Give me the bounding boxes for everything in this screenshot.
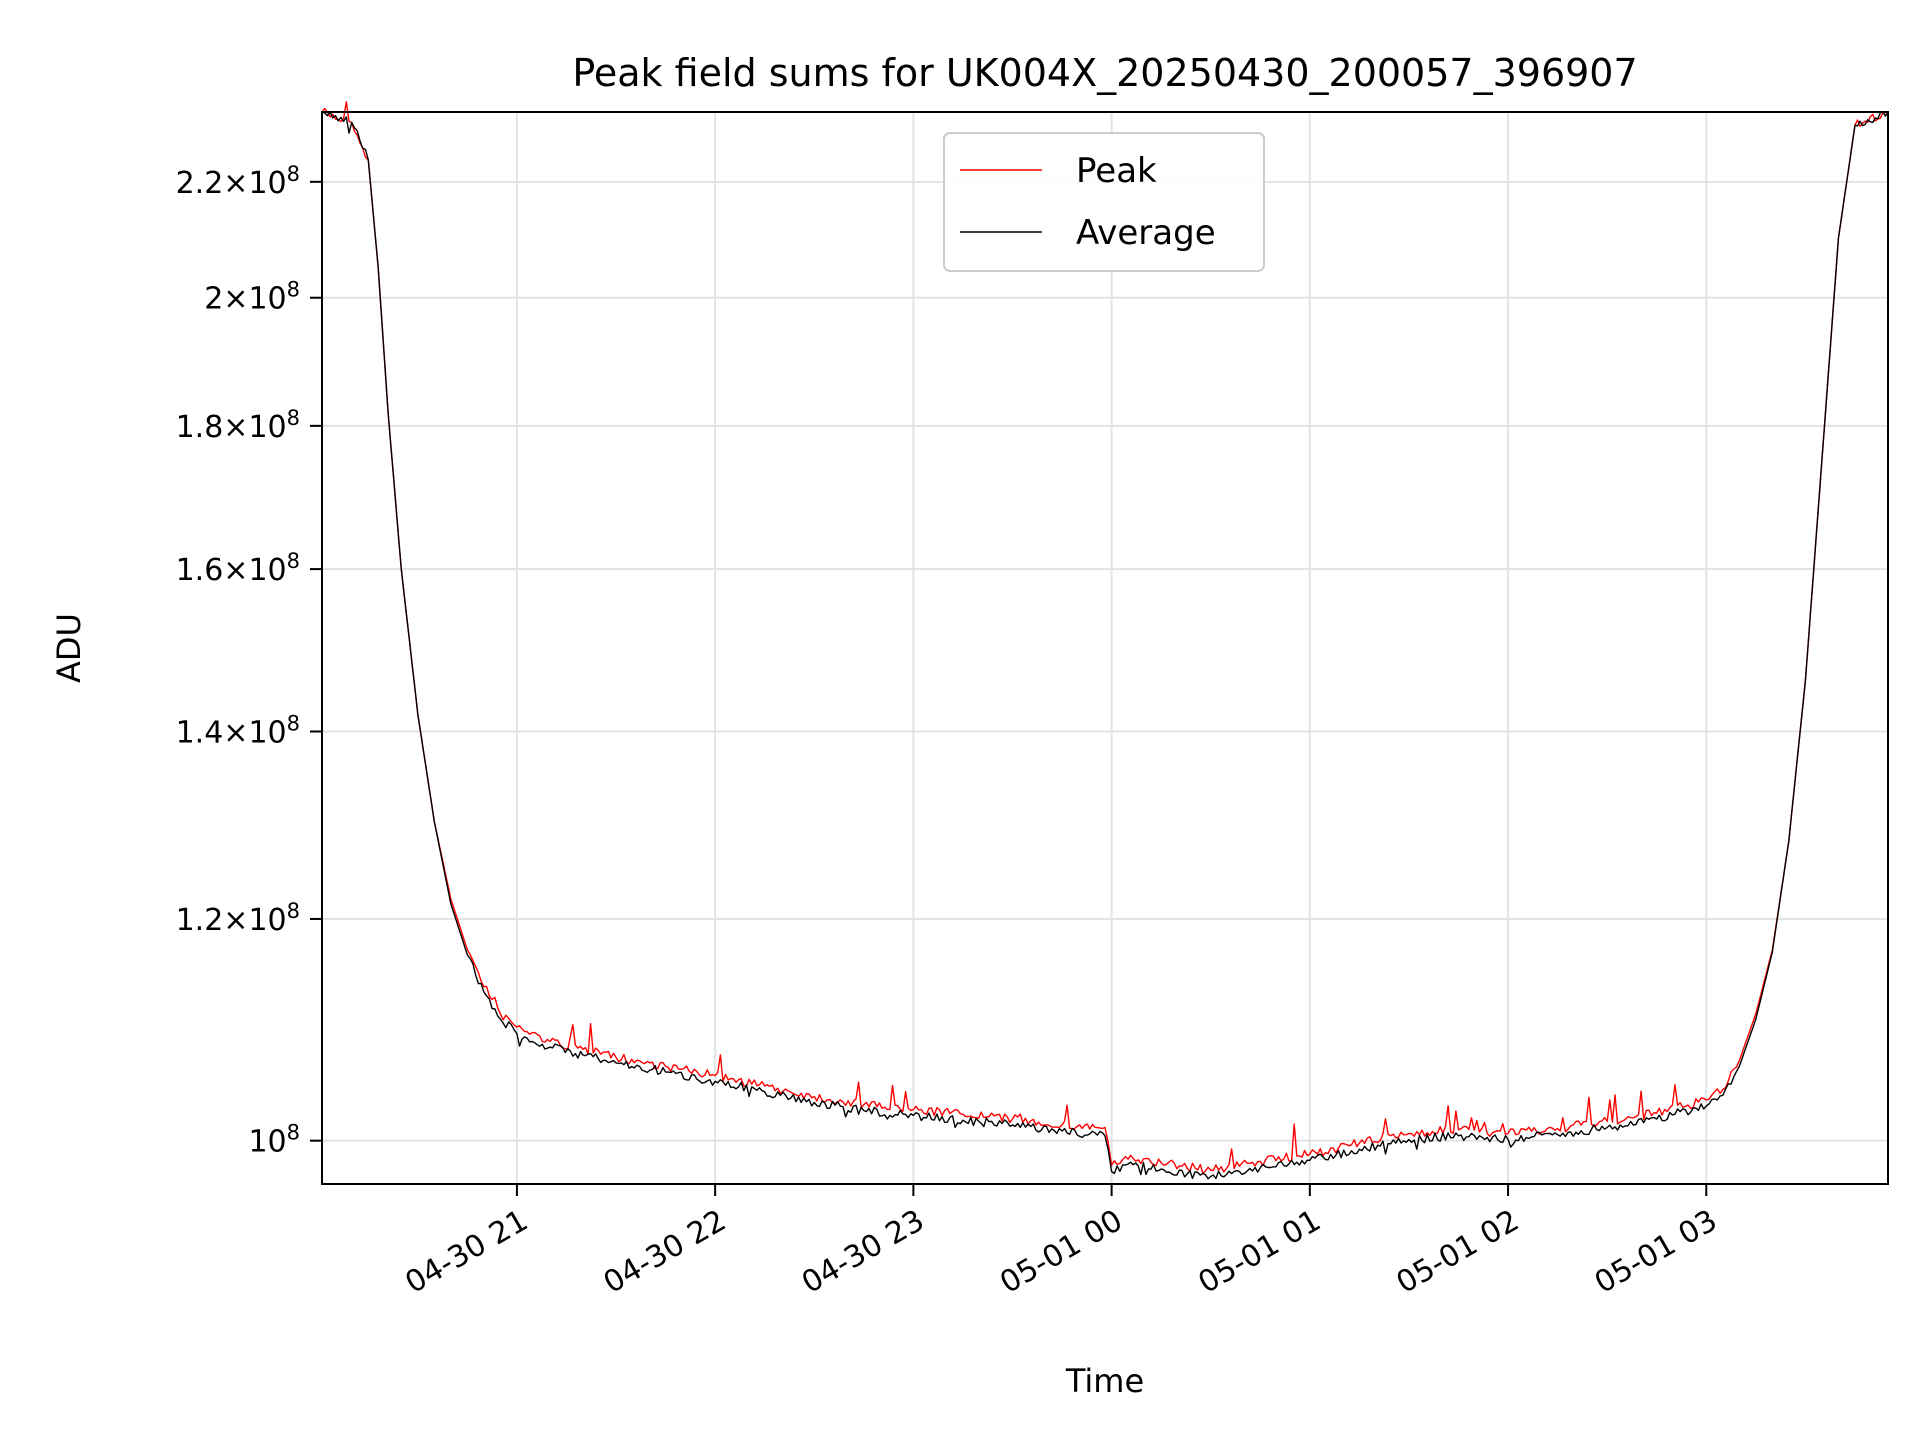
chart-title: Peak field sums for UK004X_20250430_2000… xyxy=(572,51,1637,95)
y-tick-label: 1.8×108 xyxy=(176,406,300,445)
plot-frame xyxy=(321,111,1889,1185)
x-axis-label: Time xyxy=(1065,1362,1144,1400)
y-axis: 108 1.2×108 1.4×108 1.6×108 1.8×108 2×108 2.2×… xyxy=(176,162,322,1160)
legend-label-peak: Peak xyxy=(1076,151,1157,191)
y-tick-label: 108 xyxy=(248,1121,300,1160)
y-tick-label: 1.6×108 xyxy=(176,549,300,588)
y-tick-label: 1.4×108 xyxy=(176,711,300,750)
y-axis-label: ADU xyxy=(50,613,88,683)
y-tick-label: 2×108 xyxy=(204,278,300,317)
y-tick-label: 1.2×108 xyxy=(176,899,300,938)
series-line-peak xyxy=(321,101,1889,1175)
legend-label-average: Average xyxy=(1076,213,1216,253)
legend: Peak Average xyxy=(943,132,1265,272)
plot-lines xyxy=(321,101,1889,1180)
legend-box xyxy=(943,132,1265,272)
y-tick-label: 2.2×108 xyxy=(176,162,300,201)
series-line-average xyxy=(321,111,1889,1180)
